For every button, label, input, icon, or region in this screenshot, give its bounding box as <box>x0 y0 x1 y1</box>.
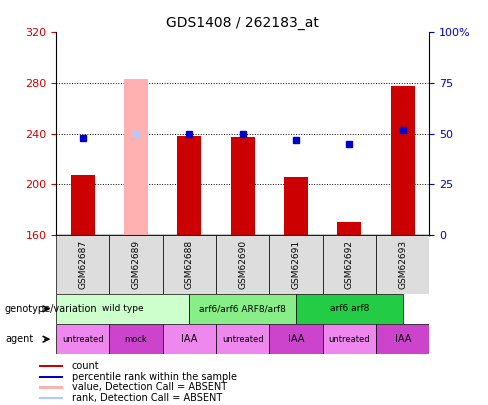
FancyBboxPatch shape <box>109 324 163 354</box>
FancyBboxPatch shape <box>109 235 163 294</box>
FancyBboxPatch shape <box>56 324 109 354</box>
FancyBboxPatch shape <box>163 324 216 354</box>
Text: IAA: IAA <box>288 334 305 344</box>
FancyBboxPatch shape <box>269 235 323 294</box>
FancyBboxPatch shape <box>216 324 269 354</box>
FancyBboxPatch shape <box>376 324 429 354</box>
FancyBboxPatch shape <box>39 365 63 367</box>
FancyBboxPatch shape <box>216 235 269 294</box>
Text: rank, Detection Call = ABSENT: rank, Detection Call = ABSENT <box>72 393 222 403</box>
FancyBboxPatch shape <box>39 375 63 378</box>
Bar <box>178 136 202 235</box>
Text: untreated: untreated <box>222 335 264 344</box>
Text: GSM62690: GSM62690 <box>238 240 247 289</box>
Text: GSM62687: GSM62687 <box>78 240 87 289</box>
Text: untreated: untreated <box>62 335 103 344</box>
Text: untreated: untreated <box>328 335 370 344</box>
Text: mock: mock <box>125 335 147 344</box>
FancyBboxPatch shape <box>56 235 109 294</box>
FancyBboxPatch shape <box>323 324 376 354</box>
Bar <box>71 175 95 235</box>
FancyBboxPatch shape <box>269 324 323 354</box>
FancyBboxPatch shape <box>376 235 429 294</box>
Text: percentile rank within the sample: percentile rank within the sample <box>72 372 237 382</box>
Text: IAA: IAA <box>395 334 411 344</box>
Text: agent: agent <box>5 334 33 344</box>
Text: GSM62689: GSM62689 <box>132 240 141 289</box>
FancyBboxPatch shape <box>323 235 376 294</box>
Text: GSM62693: GSM62693 <box>398 240 407 289</box>
Bar <box>391 85 415 235</box>
Bar <box>124 79 148 235</box>
Text: wild type: wild type <box>102 304 143 313</box>
Text: genotype/variation: genotype/variation <box>5 304 98 314</box>
Text: IAA: IAA <box>181 334 198 344</box>
Text: arf6 arf8: arf6 arf8 <box>330 304 369 313</box>
Text: GSM62692: GSM62692 <box>345 240 354 289</box>
Title: GDS1408 / 262183_at: GDS1408 / 262183_at <box>166 16 319 30</box>
Text: arf6/arf6 ARF8/arf8: arf6/arf6 ARF8/arf8 <box>199 304 286 313</box>
FancyBboxPatch shape <box>296 294 403 324</box>
Text: value, Detection Call = ABSENT: value, Detection Call = ABSENT <box>72 382 227 392</box>
FancyBboxPatch shape <box>39 397 63 399</box>
FancyBboxPatch shape <box>189 294 296 324</box>
FancyBboxPatch shape <box>39 386 63 388</box>
Text: count: count <box>72 361 100 371</box>
Bar <box>337 222 362 235</box>
FancyBboxPatch shape <box>56 294 189 324</box>
Text: GSM62691: GSM62691 <box>292 240 301 289</box>
Bar <box>284 177 308 235</box>
Text: GSM62688: GSM62688 <box>185 240 194 289</box>
FancyBboxPatch shape <box>163 235 216 294</box>
Bar <box>231 137 255 235</box>
